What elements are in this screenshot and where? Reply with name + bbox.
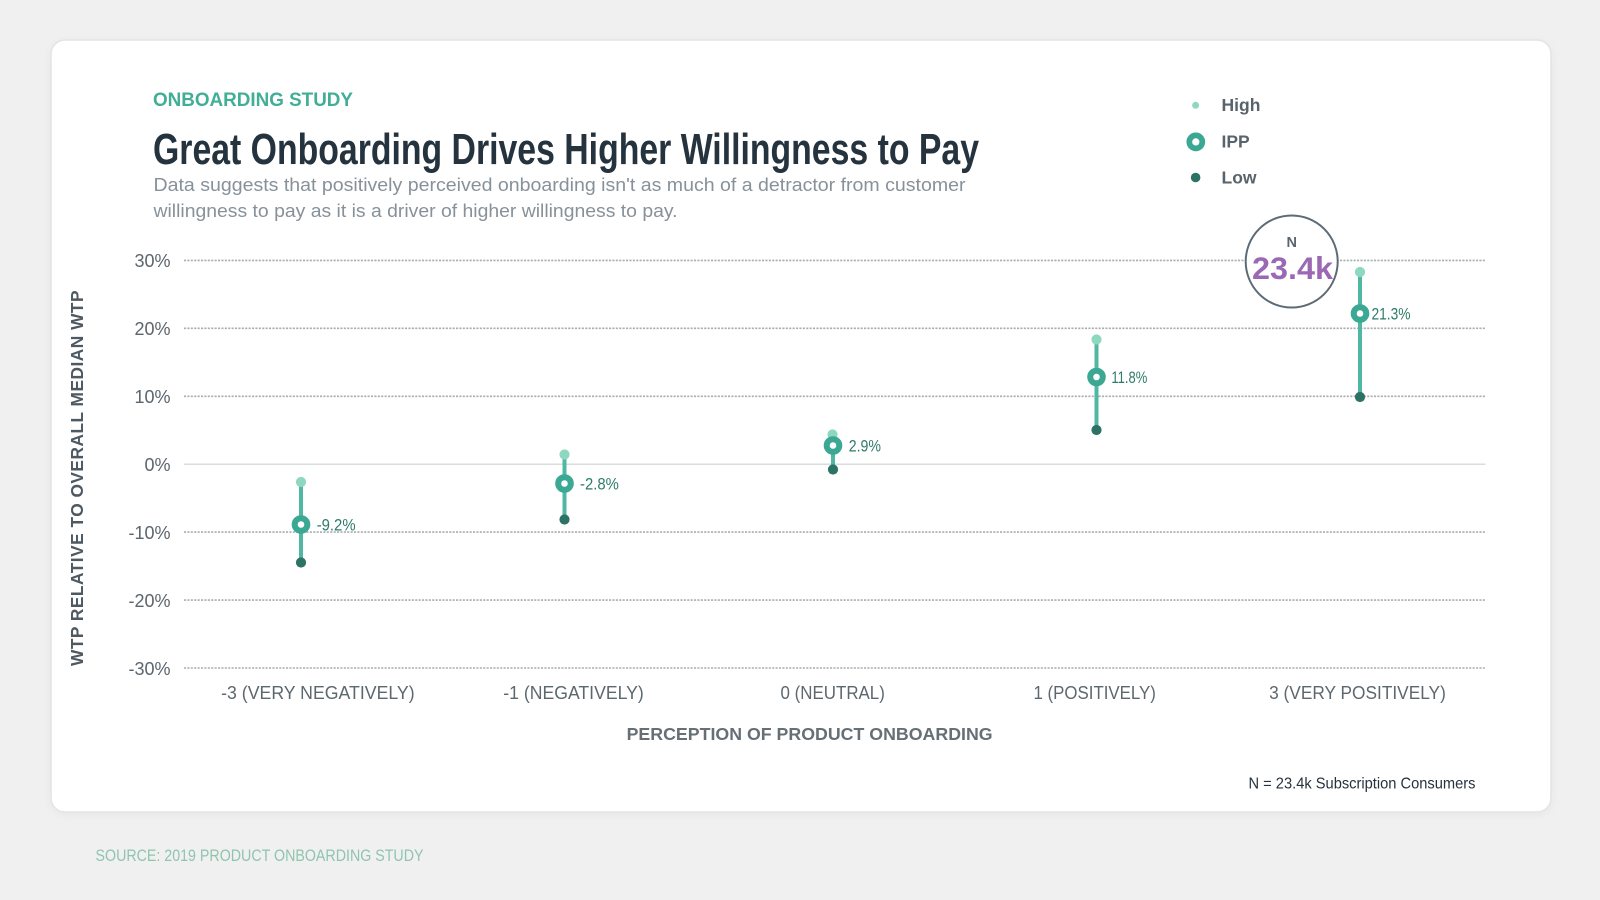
svg-text:23.4k: 23.4k	[1252, 250, 1333, 286]
svg-text:-1 (NEGATIVELY): -1 (NEGATIVELY)	[503, 683, 644, 703]
svg-text:-3 (VERY NEGATIVELY): -3 (VERY NEGATIVELY)	[221, 683, 415, 703]
svg-text:Great Onboarding Drives Higher: Great Onboarding Drives Higher Willingne…	[153, 126, 979, 174]
svg-text:2.9%: 2.9%	[849, 437, 881, 456]
svg-text:21.3%: 21.3%	[1372, 305, 1411, 324]
svg-text:N = 23.4k Subscription Consume: N = 23.4k Subscription Consumers	[1249, 776, 1476, 793]
svg-text:10%: 10%	[134, 387, 170, 407]
svg-text:PERCEPTION OF PRODUCT ONBOARDI: PERCEPTION OF PRODUCT ONBOARDING	[627, 724, 993, 744]
svg-text:High: High	[1222, 95, 1261, 115]
svg-text:N: N	[1286, 235, 1296, 251]
svg-text:3 (VERY POSITIVELY): 3 (VERY POSITIVELY)	[1269, 683, 1446, 703]
svg-text:11.8%: 11.8%	[1111, 368, 1147, 387]
svg-text:-30%: -30%	[128, 659, 170, 679]
svg-text:20%: 20%	[134, 319, 170, 339]
svg-text:SOURCE: 2019 PRODUCT ONBOARDIN: SOURCE: 2019 PRODUCT ONBOARDING STUDY	[96, 846, 424, 865]
svg-text:WTP RELATIVE TO OVERALL MEDIAN: WTP RELATIVE TO OVERALL MEDIAN WTP	[67, 290, 87, 666]
svg-text:1 (POSITIVELY): 1 (POSITIVELY)	[1034, 683, 1156, 703]
svg-text:ONBOARDING STUDY: ONBOARDING STUDY	[153, 90, 353, 111]
svg-text:-20%: -20%	[128, 591, 170, 611]
svg-text:30%: 30%	[134, 251, 170, 271]
svg-text:Low: Low	[1222, 168, 1257, 188]
svg-text:Data suggests that positively: Data suggests that positively perceived …	[154, 174, 966, 195]
svg-text:0%: 0%	[144, 455, 170, 475]
svg-text:-9.2%: -9.2%	[317, 516, 356, 535]
svg-text:0 (NEUTRAL): 0 (NEUTRAL)	[781, 683, 885, 703]
svg-text:-10%: -10%	[128, 523, 170, 543]
svg-text:IPP: IPP	[1222, 132, 1251, 152]
svg-text:willingness to pay as it is a: willingness to pay as it is a driver of …	[152, 200, 677, 221]
svg-text:-2.8%: -2.8%	[580, 475, 619, 494]
